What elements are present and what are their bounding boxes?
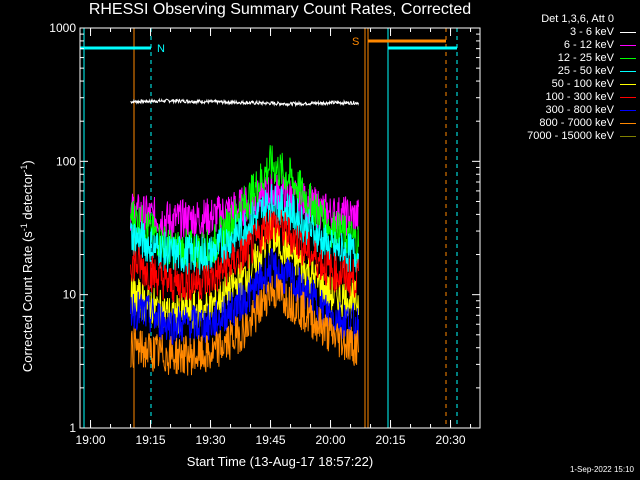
y-tick-label: 1 bbox=[69, 421, 76, 435]
legend-entry-label: 100 - 300 keV bbox=[545, 91, 615, 103]
axes-layer: 1 10 100 1000 19:00 19:15 19:30 19:45 20:00 20:15… bbox=[49, 21, 481, 447]
series-line bbox=[130, 145, 359, 270]
y-tick-label: 1000 bbox=[49, 21, 76, 35]
legend-swatch bbox=[620, 110, 636, 111]
series-group bbox=[130, 274, 359, 376]
x-tick-label: 20:15 bbox=[376, 433, 406, 447]
series-line bbox=[130, 274, 359, 376]
y-axis-label: Corrected Count Rate (s-1 detector-1) bbox=[18, 160, 36, 373]
legend-entry: 800 - 7000 keV bbox=[484, 117, 636, 130]
legend-entry-label: 3 - 6 keV bbox=[569, 26, 614, 38]
plot-frame bbox=[79, 27, 481, 429]
saa-flag-label: S bbox=[352, 36, 359, 48]
legend-swatch bbox=[620, 45, 636, 46]
legend-entry: 300 - 800 keV bbox=[484, 104, 636, 117]
night-flag-label: N bbox=[157, 43, 165, 55]
legend-header: Det 1,3,6, Att 0 bbox=[541, 13, 614, 25]
legend-entry-label: 12 - 25 keV bbox=[557, 52, 614, 64]
x-axis-label: Start Time (13-Aug-17 18:57:22) bbox=[186, 454, 374, 469]
x-tick-label: 19:00 bbox=[76, 433, 106, 447]
x-tick-label: 19:30 bbox=[196, 433, 226, 447]
legend-entry-label: 6 - 12 keV bbox=[563, 39, 614, 51]
legend-swatch bbox=[620, 123, 636, 124]
legend-entry: 25 - 50 keV bbox=[484, 65, 636, 78]
legend-entry: 12 - 25 keV bbox=[484, 52, 636, 65]
series-layer bbox=[130, 97, 359, 376]
chart-title: RHESSI Observing Summary Count Rates, Co… bbox=[88, 1, 472, 18]
flag-layer: NS bbox=[80, 28, 458, 428]
x-tick-label: 19:15 bbox=[136, 433, 166, 447]
x-tick-label: 20:30 bbox=[436, 433, 466, 447]
series-group bbox=[130, 248, 359, 346]
legend-entry: 7000 - 15000 keV bbox=[484, 130, 636, 143]
series-line bbox=[130, 209, 359, 303]
legend-entry-label: 800 - 7000 keV bbox=[539, 117, 614, 129]
series-group bbox=[130, 209, 359, 303]
series-group bbox=[130, 145, 359, 270]
x-tick-label: 20:00 bbox=[316, 433, 346, 447]
series-line bbox=[130, 183, 359, 275]
series-group bbox=[130, 183, 359, 275]
legend-swatch bbox=[620, 97, 636, 98]
legend-entry-label: 7000 - 15000 keV bbox=[527, 130, 614, 142]
legend-entry: 3 - 6 keV bbox=[484, 26, 636, 39]
series-line bbox=[130, 248, 359, 346]
timestamp: 1-Sep-2022 15:10 bbox=[569, 465, 634, 474]
legend-swatch bbox=[620, 58, 636, 59]
series-group bbox=[130, 97, 359, 108]
legend-swatch bbox=[620, 136, 636, 137]
legend: Det 1,3,6, Att 0 3 - 6 keV 6 - 12 keV 12 -… bbox=[484, 13, 636, 143]
legend-entry: 100 - 300 keV bbox=[484, 91, 636, 104]
legend-swatch bbox=[620, 32, 636, 33]
y-tick-label: 10 bbox=[63, 288, 77, 302]
x-tick-label: 19:45 bbox=[256, 433, 286, 447]
legend-swatch bbox=[620, 84, 636, 85]
legend-entry-label: 300 - 800 keV bbox=[545, 104, 615, 116]
legend-entry: 50 - 100 keV bbox=[484, 78, 636, 91]
legend-entry-label: 25 - 50 keV bbox=[557, 65, 614, 77]
legend-entry-label: 50 - 100 keV bbox=[551, 78, 614, 90]
series-line bbox=[130, 97, 359, 108]
legend-entry: 6 - 12 keV bbox=[484, 39, 636, 52]
y-tick-label: 100 bbox=[56, 154, 76, 168]
legend-swatch bbox=[620, 71, 636, 72]
legend-rows: 3 - 6 keV 6 - 12 keV 12 - 25 keV 25 - 50 ke… bbox=[484, 26, 636, 143]
